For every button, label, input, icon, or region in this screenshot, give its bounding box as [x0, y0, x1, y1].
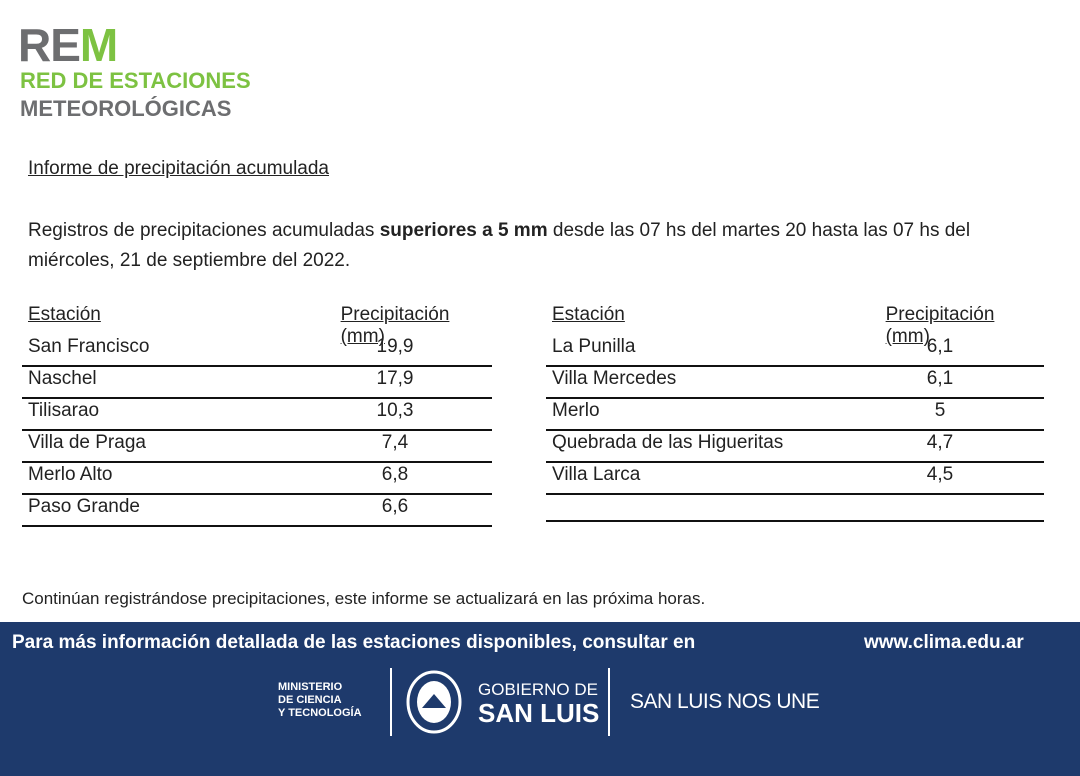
intro-bold: superiores a 5 mm: [379, 220, 548, 241]
precip-value: 19,9: [376, 336, 414, 357]
table-row: Villa Larca 4,5: [546, 463, 1044, 495]
precip-value: 10,3: [376, 400, 414, 421]
banner-text: Para más información detallada de las es…: [12, 632, 696, 653]
report-title: Informe de precipitación acumulada: [28, 158, 330, 179]
table-row: Tilisarao 10,3: [22, 399, 492, 431]
precip-value: 6,1: [926, 336, 954, 357]
table-row: Villa de Praga 7,4: [22, 431, 492, 463]
station-name: Villa de Praga: [28, 432, 146, 453]
station-name: Naschel: [28, 368, 97, 389]
table-row: Quebrada de las Higueritas 4,7: [546, 431, 1044, 463]
table-row: Merlo Alto 6,8: [22, 463, 492, 495]
table-row: San Francisco 19,9: [22, 335, 492, 367]
station-name: Quebrada de las Higueritas: [552, 432, 784, 453]
table: Estación Precipitación (mm) San Francisco 1…: [22, 303, 492, 527]
logo-rem-green: M: [79, 19, 118, 71]
logo-line: RED DE ESTACIONES: [20, 68, 251, 93]
station-name: La Punilla: [552, 336, 636, 357]
logo-line: METEOROLÓGICAS: [20, 96, 232, 121]
precip-value: 4,7: [926, 432, 954, 453]
station-name: Paso Grande: [28, 496, 140, 517]
table-row: Villa Mercedes 6,1: [546, 367, 1044, 399]
station-name: Villa Larca: [552, 464, 641, 485]
table-row: La Punilla 6,1: [546, 335, 1044, 367]
separator: [390, 668, 392, 736]
station-name: Merlo: [552, 400, 600, 421]
precip-value: 7,4: [381, 432, 409, 453]
precip-value: 5: [934, 400, 946, 421]
ministerio-line: DE CIENCIA: [278, 694, 342, 706]
station-name: Villa Mercedes: [552, 368, 677, 389]
header-cell: Estación: [28, 304, 101, 325]
intro-text: desde las 07 hs del martes 20 hasta las …: [28, 220, 971, 271]
report-intro: Registros de precipitaciones acumuladas …: [28, 216, 1048, 276]
table-header: Estación Precipitación (mm): [22, 303, 492, 347]
header-cell: Estación: [552, 304, 625, 325]
separator: [608, 668, 610, 736]
intro-text: Registros de precipitaciones acumuladas: [28, 220, 380, 241]
precip-value: 4,5: [926, 464, 954, 485]
banner-url[interactable]: www.clima.edu.ar: [864, 632, 1024, 653]
station-name: San Francisco: [28, 336, 150, 357]
precip-value: 17,9: [376, 368, 414, 389]
note: Continúan registrándose precipitaciones,…: [22, 589, 706, 608]
precip-value: 6,8: [381, 464, 409, 485]
gobierno-line: GOBIERNO DE: [478, 680, 598, 699]
header-cell: Precipitación (mm): [885, 304, 995, 347]
precip-value: 6,1: [926, 368, 954, 389]
ministerio-line: Y TECNOLOGÍA: [278, 707, 362, 719]
table-row: Paso Grande 6,6: [22, 495, 492, 527]
header-cell: Precipitación (mm): [340, 304, 450, 347]
table-header: Estación Precipitación (mm): [546, 303, 1044, 347]
table-row: Naschel 17,9: [22, 367, 492, 399]
table: Estación Precipitación (mm) La Punilla 6,1 V…: [546, 303, 1044, 495]
row-line: [546, 520, 1044, 522]
logo-rem: REM: [18, 18, 118, 72]
logo-rem-gray: RE: [18, 19, 81, 71]
station-name: Tilisarao: [28, 400, 100, 421]
table-row: Merlo 5: [546, 399, 1044, 431]
shield-icon: [406, 670, 462, 734]
slogan: SAN LUIS NOS UNE: [630, 690, 820, 713]
ministerio-logo: MINISTERIO DE CIENCIA Y TECNOLOGÍA: [278, 681, 362, 720]
footer-banner: [0, 622, 1080, 776]
precip-value: 6,6: [381, 496, 409, 517]
ministerio-line: MINISTERIO: [278, 681, 343, 693]
station-name: Merlo Alto: [28, 464, 113, 485]
gobierno-line: SAN LUIS: [478, 698, 600, 728]
